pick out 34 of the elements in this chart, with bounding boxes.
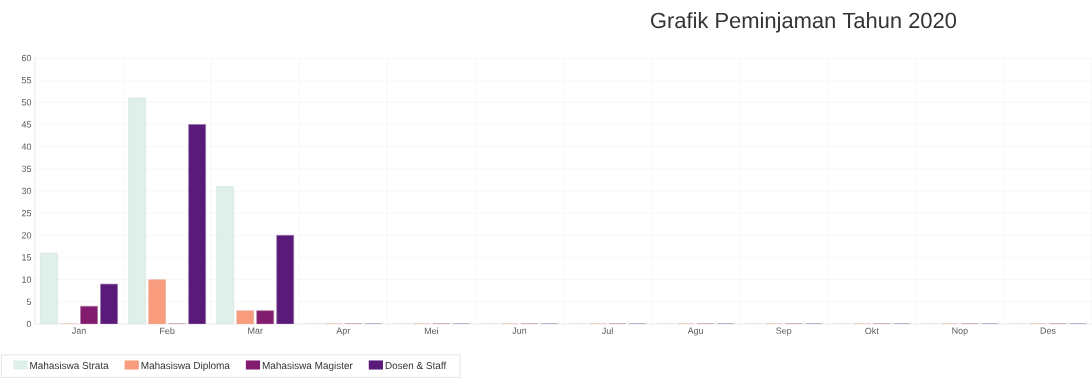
- x-tick-label: Mar: [248, 327, 263, 334]
- y-tick-label: 5: [26, 298, 32, 305]
- y-tick-label: 40: [21, 143, 32, 150]
- y-tick-label: 50: [21, 99, 32, 106]
- y-tick-label: 20: [21, 232, 32, 239]
- y-tick-label: 55: [21, 77, 32, 84]
- legend-label: Mahasiswa Diploma: [141, 361, 230, 372]
- x-tick-label: Agu: [687, 327, 703, 336]
- y-tick-label: 15: [22, 254, 32, 261]
- x-tick-label: Feb: [160, 327, 175, 335]
- y-tick-label: 45: [21, 121, 32, 128]
- bar: [100, 283, 118, 324]
- x-tick-label: Des: [1040, 327, 1056, 334]
- y-tick-label: 10: [22, 276, 32, 283]
- x-tick-label: Jul: [601, 327, 613, 335]
- x-tick-label: Jan: [71, 327, 86, 334]
- bar: [276, 235, 295, 324]
- y-tick-label: 60: [21, 54, 32, 62]
- x-tick-label: Apr: [336, 327, 351, 336]
- x-tick-label: Okt: [865, 327, 879, 335]
- bar: [188, 124, 206, 324]
- y-tick-label: 25: [21, 209, 32, 217]
- x-tick-label: Nop: [952, 327, 968, 336]
- y-tick-label: 30: [21, 187, 32, 195]
- x-tick-label: Jun: [512, 327, 527, 334]
- y-tick-label: 35: [21, 165, 32, 173]
- legend-label: Dosen & Staff: [385, 361, 447, 370]
- legend-label: Mahasiswa Magister: [262, 361, 353, 372]
- bar: [148, 279, 166, 324]
- legend-label: Mahasiswa Strata: [30, 361, 109, 370]
- x-tick-label: Mei: [424, 327, 438, 335]
- y-tick-label: 0: [26, 320, 32, 328]
- chart-title: Grafik Peminjaman Tahun 2020: [651, 12, 957, 33]
- x-tick-label: Sep: [776, 327, 792, 336]
